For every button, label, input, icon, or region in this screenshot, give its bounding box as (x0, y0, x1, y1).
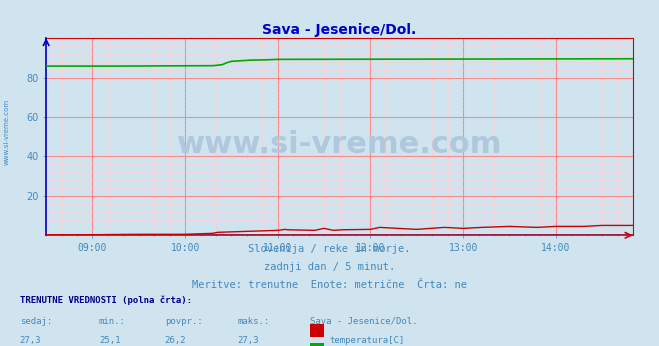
Text: www.si-vreme.com: www.si-vreme.com (177, 130, 502, 159)
Text: Meritve: trenutne  Enote: metrične  Črta: ne: Meritve: trenutne Enote: metrične Črta: … (192, 280, 467, 290)
Text: 25,1: 25,1 (99, 336, 121, 345)
Title: Sava - Jesenice/Dol.: Sava - Jesenice/Dol. (262, 23, 416, 37)
Text: sedaj:: sedaj: (20, 317, 52, 326)
Text: 27,3: 27,3 (20, 336, 42, 345)
Text: zadnji dan / 5 minut.: zadnji dan / 5 minut. (264, 262, 395, 272)
Text: Slovenija / reke in morje.: Slovenija / reke in morje. (248, 244, 411, 254)
Text: maks.:: maks.: (237, 317, 270, 326)
Text: 27,3: 27,3 (237, 336, 259, 345)
Text: min.:: min.: (99, 317, 126, 326)
Text: temperatura[C]: temperatura[C] (330, 336, 405, 345)
Text: www.si-vreme.com: www.si-vreme.com (3, 98, 9, 165)
Text: Sava - Jesenice/Dol.: Sava - Jesenice/Dol. (310, 317, 417, 326)
Text: povpr.:: povpr.: (165, 317, 202, 326)
Text: 26,2: 26,2 (165, 336, 186, 345)
Text: TRENUTNE VREDNOSTI (polna črta):: TRENUTNE VREDNOSTI (polna črta): (20, 296, 192, 305)
